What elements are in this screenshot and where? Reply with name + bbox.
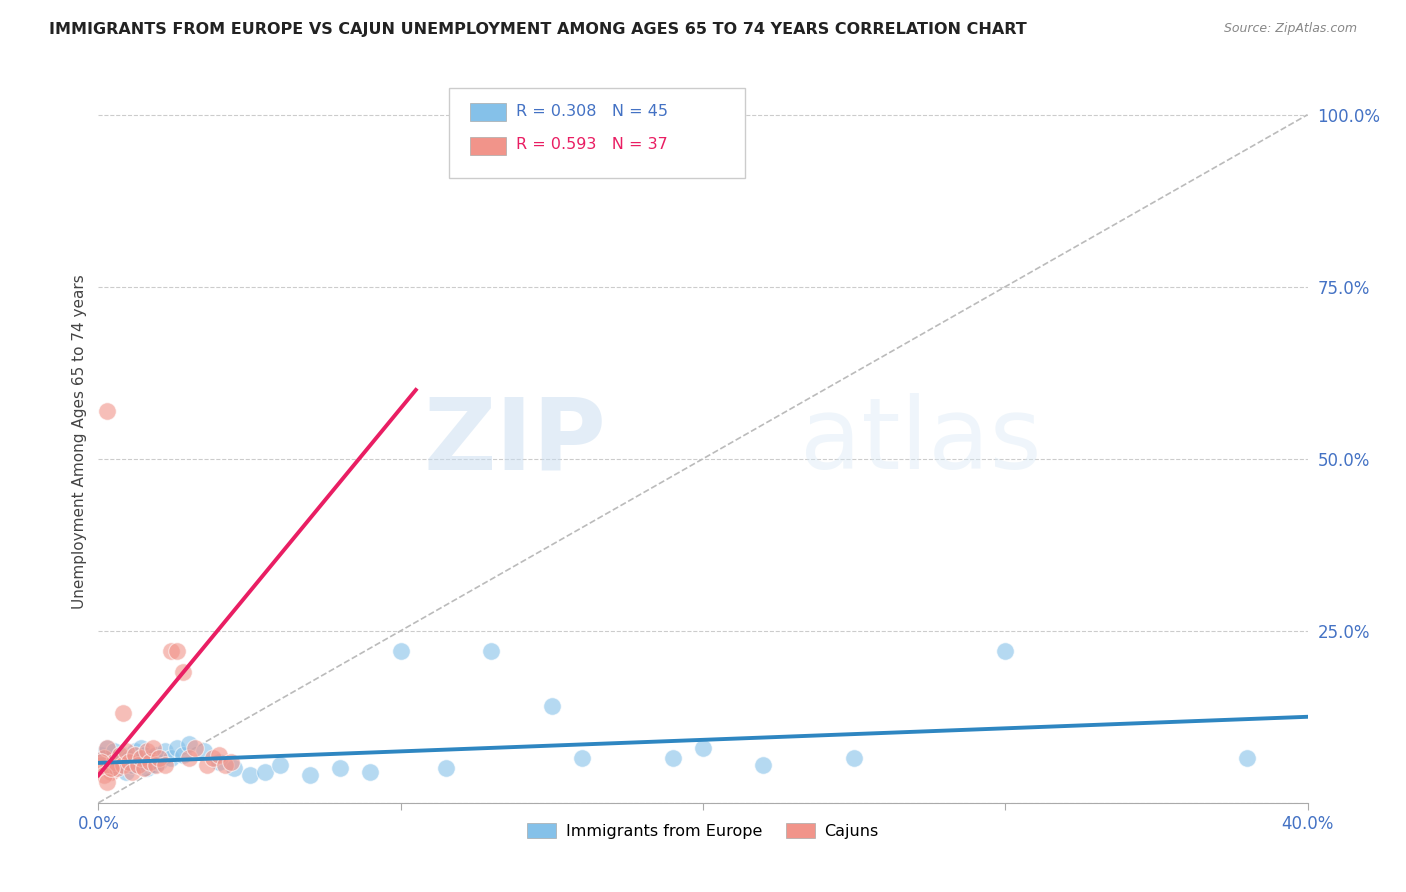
Point	[96, 403, 118, 417]
Point	[179, 737, 201, 751]
Point	[153, 758, 176, 772]
Point	[389, 644, 412, 658]
Point	[481, 644, 503, 658]
Point	[195, 758, 218, 772]
Point	[148, 751, 170, 765]
Point	[100, 758, 122, 772]
Point	[93, 751, 115, 765]
Point	[108, 755, 131, 769]
Point	[179, 751, 201, 765]
Point	[661, 751, 683, 765]
Point	[145, 747, 167, 762]
Point	[100, 761, 122, 775]
Point	[208, 755, 231, 769]
Point	[127, 755, 149, 769]
Point	[114, 744, 136, 758]
Point	[193, 744, 215, 758]
Point	[96, 740, 118, 755]
Point	[221, 755, 243, 769]
Point	[160, 644, 183, 658]
Point	[105, 761, 128, 775]
Point	[184, 740, 207, 755]
Point	[132, 747, 155, 762]
Point	[135, 761, 157, 775]
Text: atlas: atlas	[800, 393, 1042, 490]
Point	[127, 758, 149, 772]
Point	[103, 755, 125, 769]
Point	[129, 751, 152, 765]
Point	[114, 764, 136, 779]
Point	[111, 747, 134, 762]
Point	[160, 751, 183, 765]
Point	[90, 755, 112, 769]
Point	[142, 758, 165, 772]
Point	[96, 775, 118, 789]
Point	[166, 644, 188, 658]
Point	[692, 740, 714, 755]
Point	[540, 699, 562, 714]
Point	[571, 751, 593, 765]
Point	[90, 747, 112, 762]
Point	[103, 744, 125, 758]
Point	[90, 758, 112, 772]
Point	[139, 751, 162, 765]
Point	[145, 758, 167, 772]
Point	[994, 644, 1017, 658]
Point	[434, 761, 457, 775]
Legend: Immigrants from Europe, Cajuns: Immigrants from Europe, Cajuns	[522, 816, 884, 846]
Point	[172, 747, 194, 762]
Point	[752, 758, 775, 772]
Point	[108, 747, 131, 762]
Point	[118, 755, 141, 769]
Point	[118, 751, 141, 765]
Point	[132, 761, 155, 775]
Point	[224, 761, 246, 775]
Point	[96, 740, 118, 755]
Point	[153, 744, 176, 758]
Text: ZIP: ZIP	[423, 393, 606, 490]
Bar	[470, 103, 506, 121]
Point	[111, 758, 134, 772]
Y-axis label: Unemployment Among Ages 65 to 74 years: Unemployment Among Ages 65 to 74 years	[72, 274, 87, 609]
Point	[135, 744, 157, 758]
Point	[166, 740, 188, 755]
Text: R = 0.593   N = 37: R = 0.593 N = 37	[516, 137, 668, 152]
Point	[129, 740, 152, 755]
Point	[844, 751, 866, 765]
Point	[142, 740, 165, 755]
Point	[299, 768, 322, 782]
Point	[121, 764, 143, 779]
Point	[1236, 751, 1258, 765]
Point	[239, 768, 262, 782]
Point	[124, 744, 146, 758]
Point	[208, 747, 231, 762]
Point	[202, 751, 225, 765]
Point	[214, 758, 236, 772]
Text: IMMIGRANTS FROM EUROPE VS CAJUN UNEMPLOYMENT AMONG AGES 65 TO 74 YEARS CORRELATI: IMMIGRANTS FROM EUROPE VS CAJUN UNEMPLOY…	[49, 22, 1026, 37]
Point	[329, 761, 352, 775]
FancyBboxPatch shape	[449, 87, 745, 178]
Point	[111, 706, 134, 721]
Point	[360, 764, 382, 779]
Text: Source: ZipAtlas.com: Source: ZipAtlas.com	[1223, 22, 1357, 36]
Point	[124, 747, 146, 762]
Text: R = 0.308   N = 45: R = 0.308 N = 45	[516, 103, 668, 119]
Point	[93, 768, 115, 782]
Point	[253, 764, 276, 779]
Point	[93, 751, 115, 765]
Point	[269, 758, 291, 772]
Point	[105, 761, 128, 775]
Point	[121, 758, 143, 772]
Point	[139, 755, 162, 769]
Point	[172, 665, 194, 679]
Bar	[470, 136, 506, 154]
Point	[100, 764, 122, 779]
Point	[148, 755, 170, 769]
